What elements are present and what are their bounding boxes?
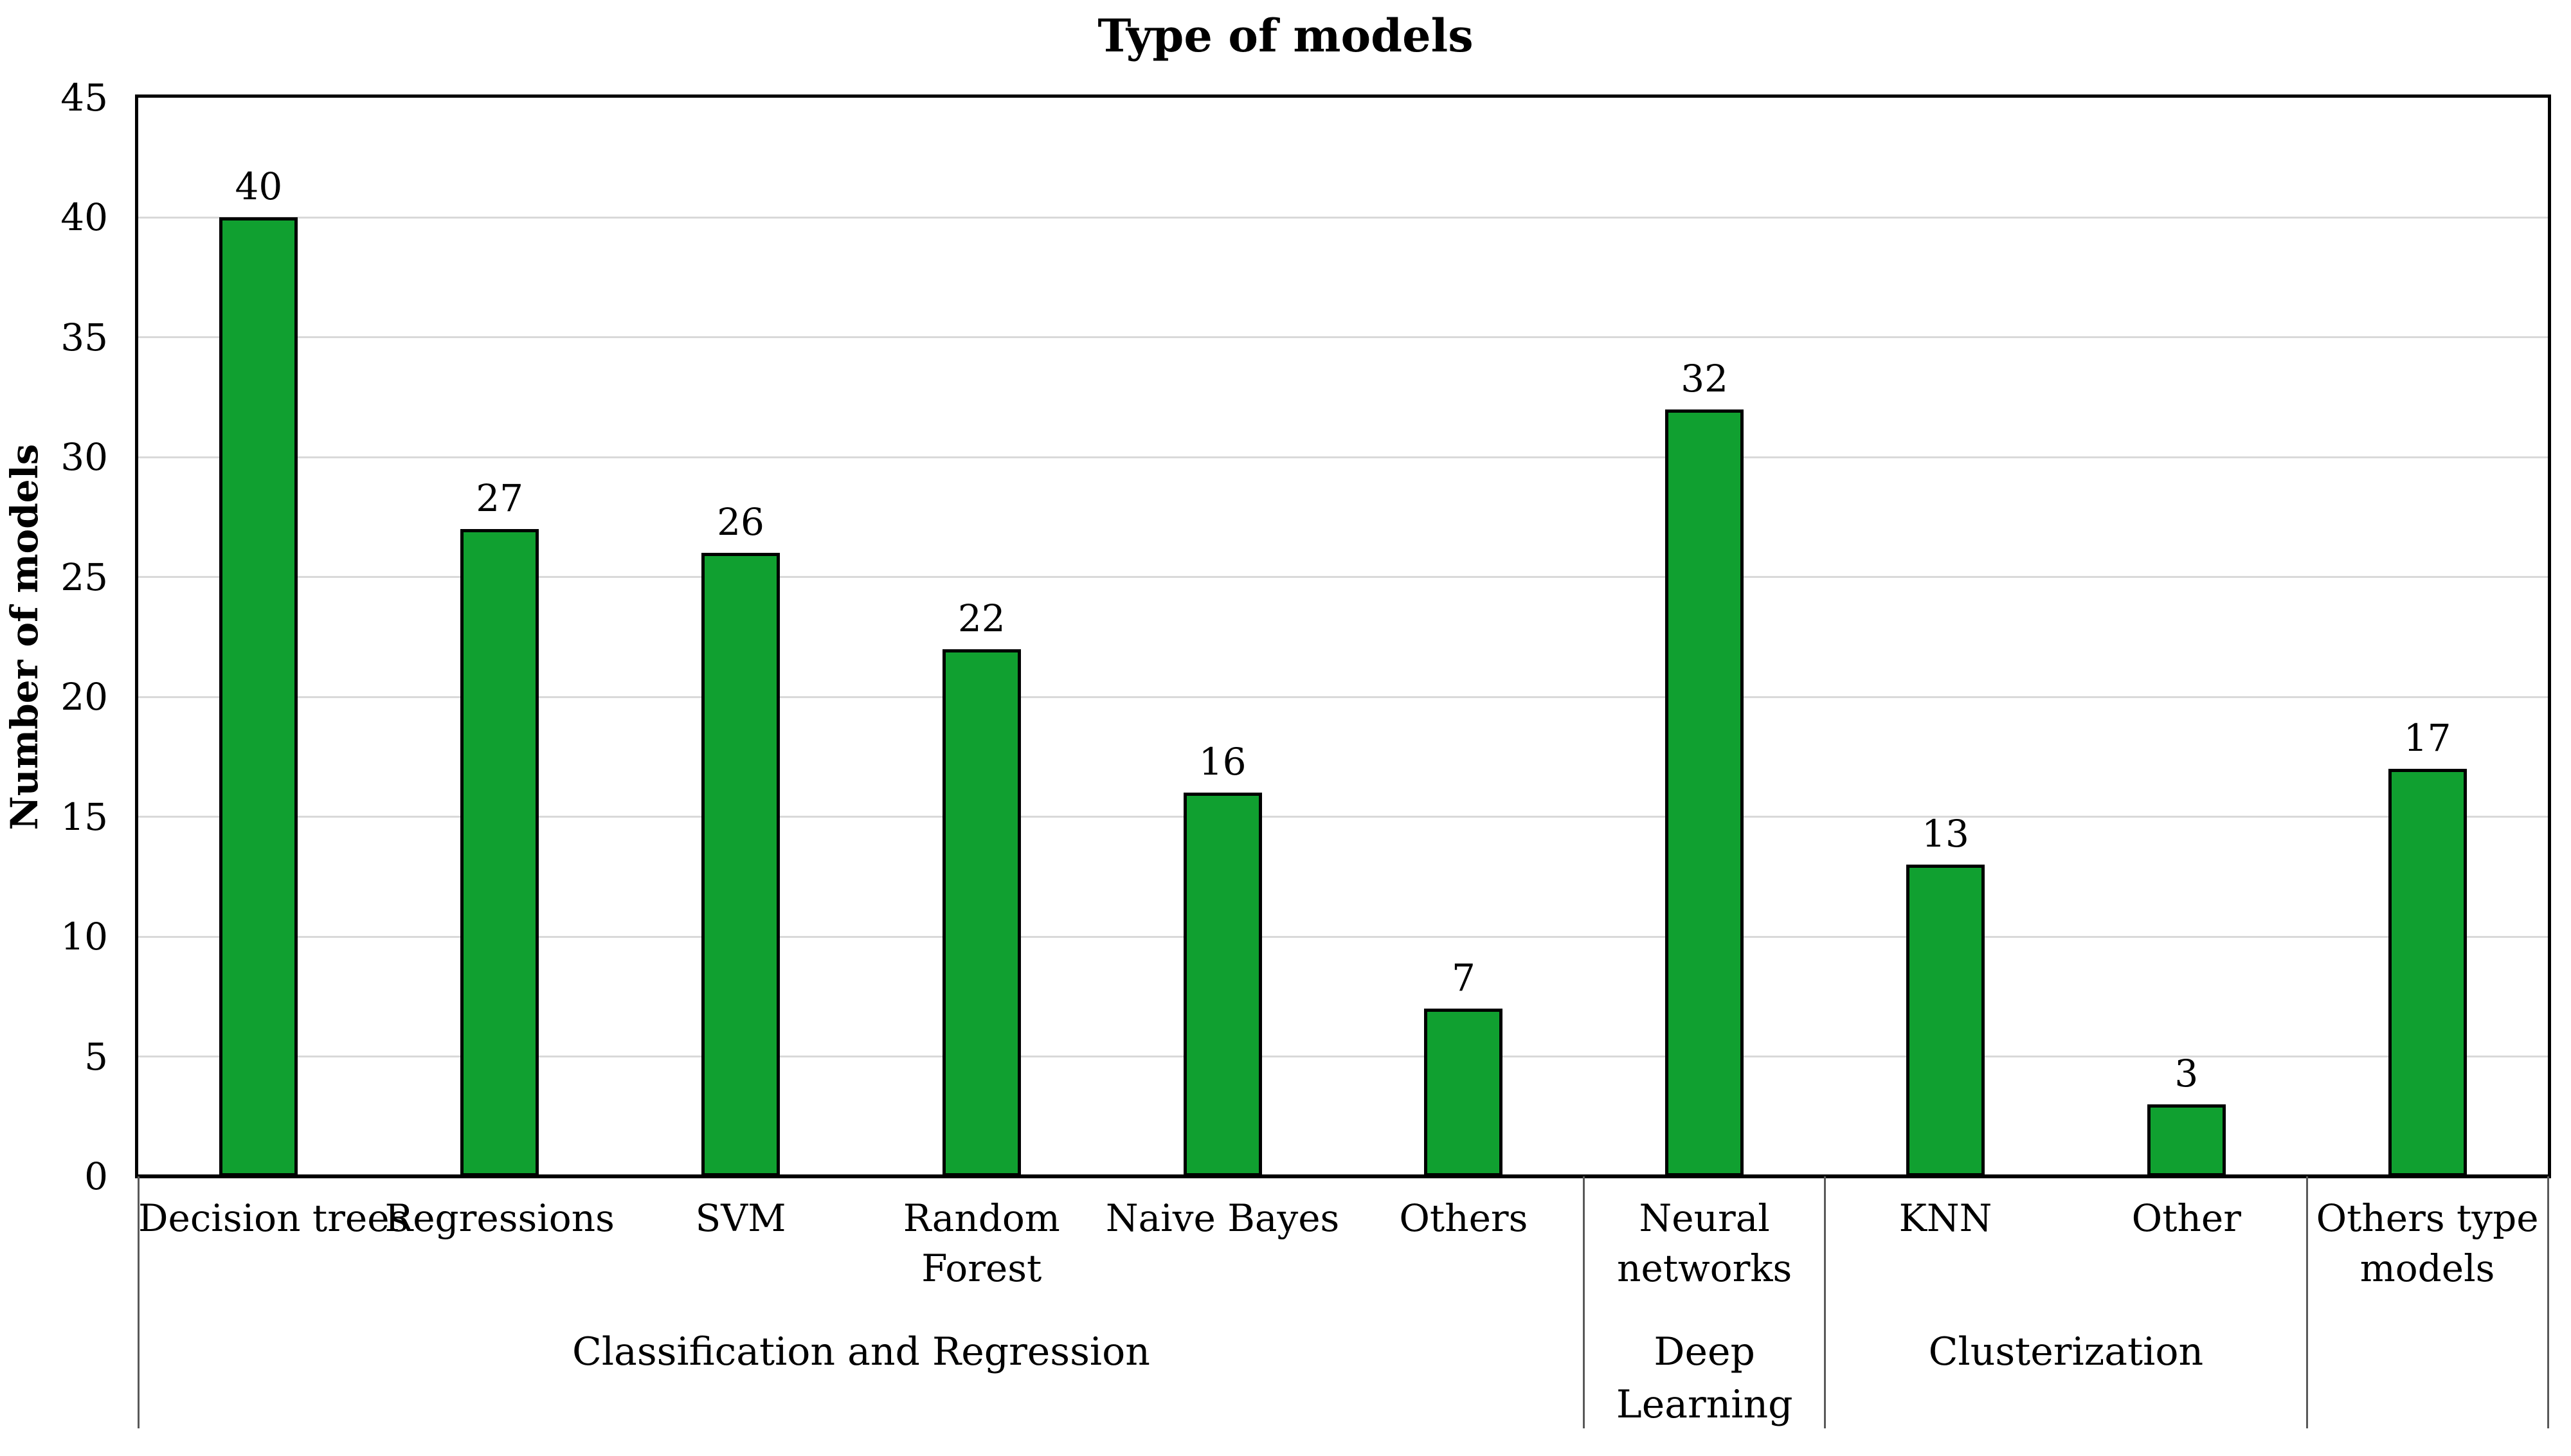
bar — [2147, 1104, 2226, 1176]
bar — [701, 553, 780, 1176]
x-category-label-line: Naive Bayes — [1105, 1196, 1340, 1240]
x-category-label-line: KNN — [1899, 1196, 1992, 1240]
y-tick-label: 0 — [84, 1155, 108, 1198]
bar — [2388, 769, 2467, 1176]
group-label-line: Deep — [1654, 1329, 1755, 1374]
y-tick-label: 30 — [60, 435, 108, 480]
x-axis-line — [135, 1174, 2551, 1178]
bar-value-label: 26 — [717, 500, 764, 544]
group-separator-line — [1824, 1176, 1827, 1428]
plot-border-top — [135, 94, 2551, 98]
y-tick-label: 25 — [60, 555, 108, 599]
x-category-label: Random Forest — [861, 1193, 1102, 1293]
gridline — [138, 1056, 2548, 1058]
gridline — [138, 336, 2548, 339]
x-category-label: SVM — [620, 1193, 862, 1243]
y-tick-label: 5 — [84, 1034, 108, 1079]
chart-title: Type of models — [1097, 9, 1474, 62]
x-category-label-line: networks — [1617, 1246, 1792, 1290]
x-category-label-line: Regressions — [384, 1196, 615, 1240]
group-separator-line — [1583, 1176, 1585, 1428]
x-category-label-line: Others — [1399, 1196, 1528, 1240]
x-category-label-line: Others type — [2316, 1196, 2539, 1240]
x-category-label: Other — [2066, 1193, 2307, 1243]
x-category-label: KNN — [1825, 1193, 2066, 1243]
group-label-line: Classification and Regression — [572, 1329, 1150, 1374]
bar — [219, 217, 298, 1176]
bar-value-label: 22 — [957, 596, 1006, 640]
x-category-label: Others type models — [2307, 1193, 2548, 1293]
gridline — [138, 576, 2548, 579]
group-separator-line — [2305, 1176, 2308, 1428]
plot-border-right — [2548, 94, 2551, 1176]
bar — [1424, 1008, 1503, 1176]
y-tick-label: 20 — [60, 675, 108, 719]
x-category-label: Others — [1343, 1193, 1584, 1243]
y-tick-label: 15 — [60, 795, 108, 839]
x-category-label-line: Forest — [921, 1246, 1042, 1290]
x-category-label-line: models — [2359, 1246, 2495, 1290]
bar-value-label: 40 — [235, 165, 283, 209]
bar-value-label: 32 — [1681, 356, 1729, 400]
x-category-label-line: Random — [903, 1196, 1060, 1240]
group-label: Clusterization — [1825, 1326, 2307, 1378]
bar — [942, 649, 1021, 1176]
x-category-label: Decision trees — [138, 1193, 409, 1243]
bar — [1906, 865, 1985, 1176]
group-label-line: Clusterization — [1928, 1329, 2204, 1374]
bar-value-label: 27 — [476, 476, 524, 521]
bar-value-label: 7 — [1451, 955, 1475, 1000]
x-category-label: Neural networks — [1584, 1193, 1825, 1293]
y-axis-title: Number of models — [3, 444, 46, 831]
bar-value-label: 13 — [1922, 812, 1969, 856]
bar — [1665, 409, 1744, 1176]
group-label-line: Learning — [1616, 1382, 1793, 1427]
group-separator-line — [2547, 1176, 2549, 1428]
group-separator-line — [137, 1176, 140, 1428]
gridline — [138, 216, 2548, 219]
y-tick-label: 40 — [60, 195, 108, 240]
x-category-label-line: Decision trees — [138, 1196, 409, 1240]
bar-value-label: 3 — [2174, 1052, 2199, 1096]
bar-value-label: 16 — [1198, 740, 1247, 784]
plot-border-left — [135, 94, 138, 1176]
bar — [1183, 793, 1262, 1176]
x-category-label-line: Neural — [1639, 1196, 1770, 1240]
group-label: Classification and Regression — [138, 1326, 1584, 1378]
gridline — [138, 816, 2548, 818]
group-label: Deep Learning — [1584, 1326, 1825, 1431]
y-tick-label: 10 — [60, 915, 108, 959]
gridline — [138, 696, 2548, 698]
gridline — [138, 456, 2548, 458]
y-tick-label: 45 — [60, 76, 108, 120]
x-category-label-line: Other — [2131, 1196, 2241, 1240]
x-category-label: Naive Bayes — [1102, 1193, 1343, 1243]
x-category-label-line: SVM — [695, 1196, 786, 1240]
y-tick-label: 35 — [60, 315, 108, 359]
gridline — [138, 935, 2548, 938]
bar — [460, 529, 539, 1176]
bar-value-label: 17 — [2403, 716, 2451, 760]
x-category-label: Regressions — [379, 1193, 620, 1243]
